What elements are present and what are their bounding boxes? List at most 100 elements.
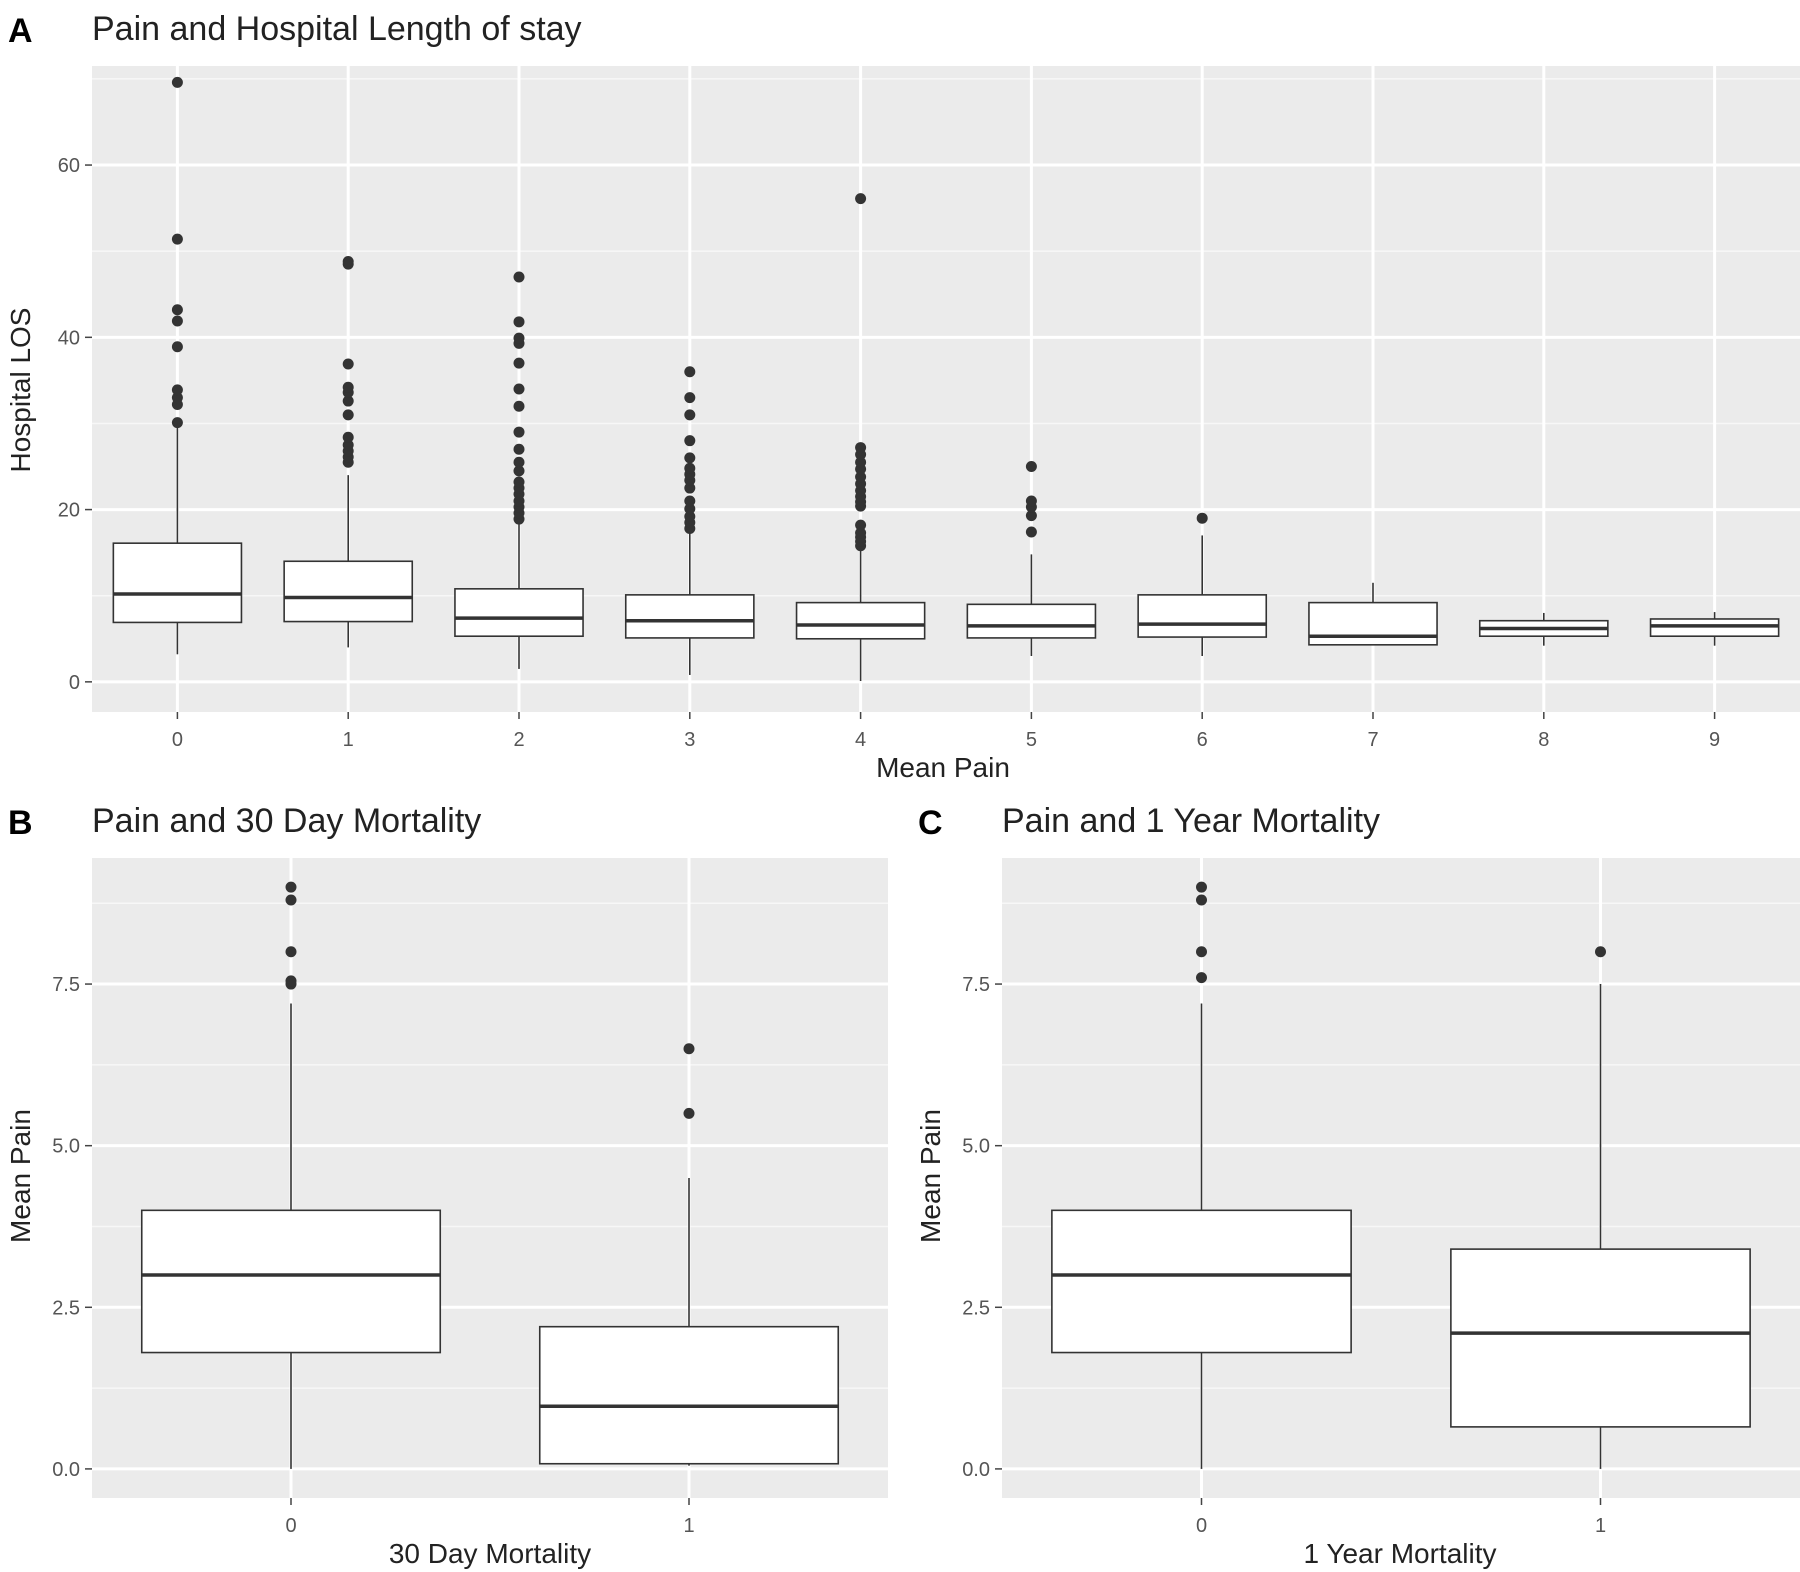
outlier-point: [342, 395, 354, 407]
outlier-point: [684, 435, 696, 447]
outlier-point: [855, 519, 867, 531]
outlier-point: [684, 495, 696, 507]
outlier-point: [285, 975, 297, 987]
box-a-4: [795, 193, 926, 681]
outlier-point: [342, 431, 354, 443]
box-a-7: [1308, 582, 1438, 646]
x-tick-label: 3: [684, 729, 695, 751]
y-tick-label: 0.0: [52, 1459, 80, 1481]
x-tick-label: 0: [285, 1515, 296, 1537]
box-a-3: [624, 366, 755, 675]
outlier-point: [855, 456, 867, 468]
y-tick-label: 5.0: [962, 1136, 990, 1158]
panel-title-a: Pain and Hospital Length of stay: [92, 10, 582, 48]
outlier-point: [342, 358, 354, 370]
outlier-point: [684, 392, 696, 404]
panel-title-c: Pain and 1 Year Mortality: [1002, 802, 1380, 840]
outlier-point: [855, 527, 867, 539]
outlier-point: [1025, 461, 1037, 473]
y-tick-label: 2.5: [962, 1297, 990, 1319]
outlier-point: [684, 452, 696, 464]
x-tick-label: 9: [1709, 729, 1720, 751]
y-tick-label: 0.0: [962, 1459, 990, 1481]
box-iqr: [454, 588, 584, 638]
outlier-point: [513, 357, 525, 369]
outlier-point: [1025, 526, 1037, 538]
outlier-point: [855, 471, 867, 483]
outlier-point: [684, 510, 696, 522]
x-tick-label: 4: [855, 729, 866, 751]
box-iqr: [1137, 594, 1268, 638]
outlier-point: [513, 400, 525, 412]
panel-letter-c: C: [918, 804, 943, 842]
y-tick-label: 20: [58, 500, 80, 522]
box-iqr: [966, 603, 1097, 639]
panel-a: 0 20 40 60 0 1 2 3 4 5 6 7 8 9 A Pain and Hospital Le…: [5, 10, 1800, 783]
box-a-9: [1649, 612, 1780, 646]
panel-letter-a: A: [8, 12, 33, 50]
box-iqr: [1051, 1209, 1352, 1354]
x-tick-label: 1: [1595, 1515, 1606, 1537]
outlier-point: [285, 946, 297, 958]
x-tick-label: 0: [1196, 1515, 1207, 1537]
outlier-point: [1595, 946, 1606, 958]
y-axis-title-a: Hospital LOS: [5, 308, 36, 473]
box-c-1: [1450, 946, 1751, 1469]
outlier-point: [855, 442, 867, 454]
outlier-point: [171, 392, 183, 404]
outlier-point: [513, 456, 525, 468]
box-iqr: [624, 594, 755, 639]
box-a-5: [966, 461, 1097, 657]
y-tick-label: 40: [58, 327, 80, 349]
box-c-0: [1051, 881, 1352, 1469]
outlier-point: [684, 409, 696, 421]
outlier-point: [513, 383, 525, 395]
box-iqr: [795, 601, 926, 640]
outlier-point: [1196, 512, 1208, 524]
outlier-point: [855, 193, 867, 205]
x-tick-label: 2: [513, 729, 524, 751]
outlier-point: [513, 465, 525, 477]
outlier-point: [1196, 946, 1207, 958]
x-tick-label: 7: [1367, 729, 1378, 751]
outlier-point: [285, 881, 297, 893]
x-tick-label: 0: [172, 729, 183, 751]
y-tick-label: 0: [69, 672, 80, 694]
outlier-point: [285, 894, 297, 906]
outlier-point: [684, 482, 696, 494]
y-axis-title-c: Mean Pain: [915, 1109, 946, 1243]
outlier-point: [342, 409, 354, 421]
outlier-point: [342, 439, 354, 451]
outlier-point: [513, 332, 525, 344]
x-tick-label: 1: [683, 1515, 694, 1537]
x-axis-title-c: 1 Year Mortality: [1304, 1538, 1497, 1569]
outlier-point: [513, 271, 525, 283]
x-tick-label: 1: [343, 729, 354, 751]
outlier-point: [342, 256, 354, 268]
outlier-point: [1025, 510, 1037, 522]
x-axis-title-a: Mean Pain: [876, 752, 1010, 783]
plot-area-c: 0.0 2.5 5.0 7.5 0 1: [962, 858, 1800, 1537]
outlier-point: [342, 381, 354, 393]
box-iqr: [112, 542, 243, 624]
panel-letter-b: B: [8, 804, 33, 842]
box-iqr: [538, 1325, 840, 1465]
outlier-point: [1025, 495, 1037, 507]
box-a-2: [454, 271, 584, 669]
panel-c: 0.0 2.5 5.0 7.5 0 1 C Pain and 1 Year Mortali…: [915, 802, 1800, 1569]
box-iqr: [1308, 601, 1438, 646]
panel-b: 0.0 2.5 5.0 7.5 0 1 B Pain and 30 Day Mortali…: [5, 802, 888, 1569]
y-tick-label: 7.5: [52, 974, 80, 996]
outlier-point: [1196, 894, 1207, 906]
y-tick-label: 2.5: [52, 1297, 80, 1319]
outlier-point: [1196, 972, 1207, 984]
outlier-point: [513, 443, 525, 455]
box-a-0: [112, 76, 243, 655]
outlier-point: [513, 316, 525, 328]
box-a-6: [1137, 512, 1268, 657]
outlier-point: [171, 233, 183, 245]
outlier-point: [171, 341, 183, 353]
outlier-point: [171, 417, 183, 429]
outlier-point: [171, 304, 183, 316]
